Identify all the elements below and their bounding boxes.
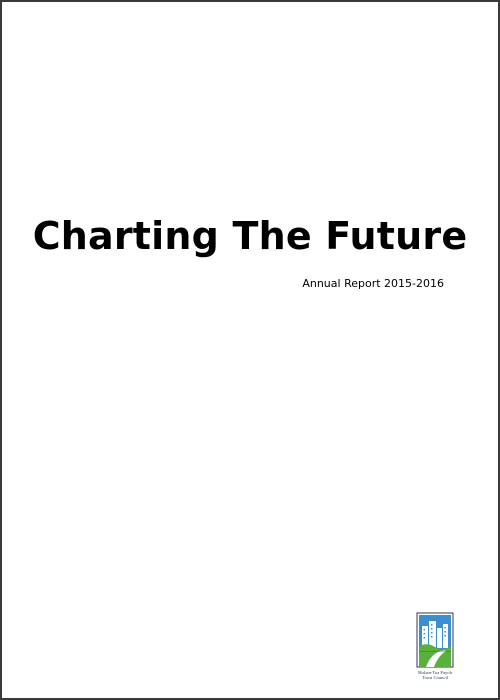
logo-caption: Bishan-Toa Payoh Town Council [416,670,454,680]
logo-caption-line2: Town Council [421,675,449,680]
town-council-logo: Bishan-Toa Payoh Town Council [416,612,454,682]
logo-caption-line1: Bishan-Toa Payoh [418,670,452,675]
report-title: Charting The Future [32,214,468,258]
town-council-emblem-icon [416,612,454,668]
report-subtitle: Annual Report 2015-2016 [302,277,444,290]
